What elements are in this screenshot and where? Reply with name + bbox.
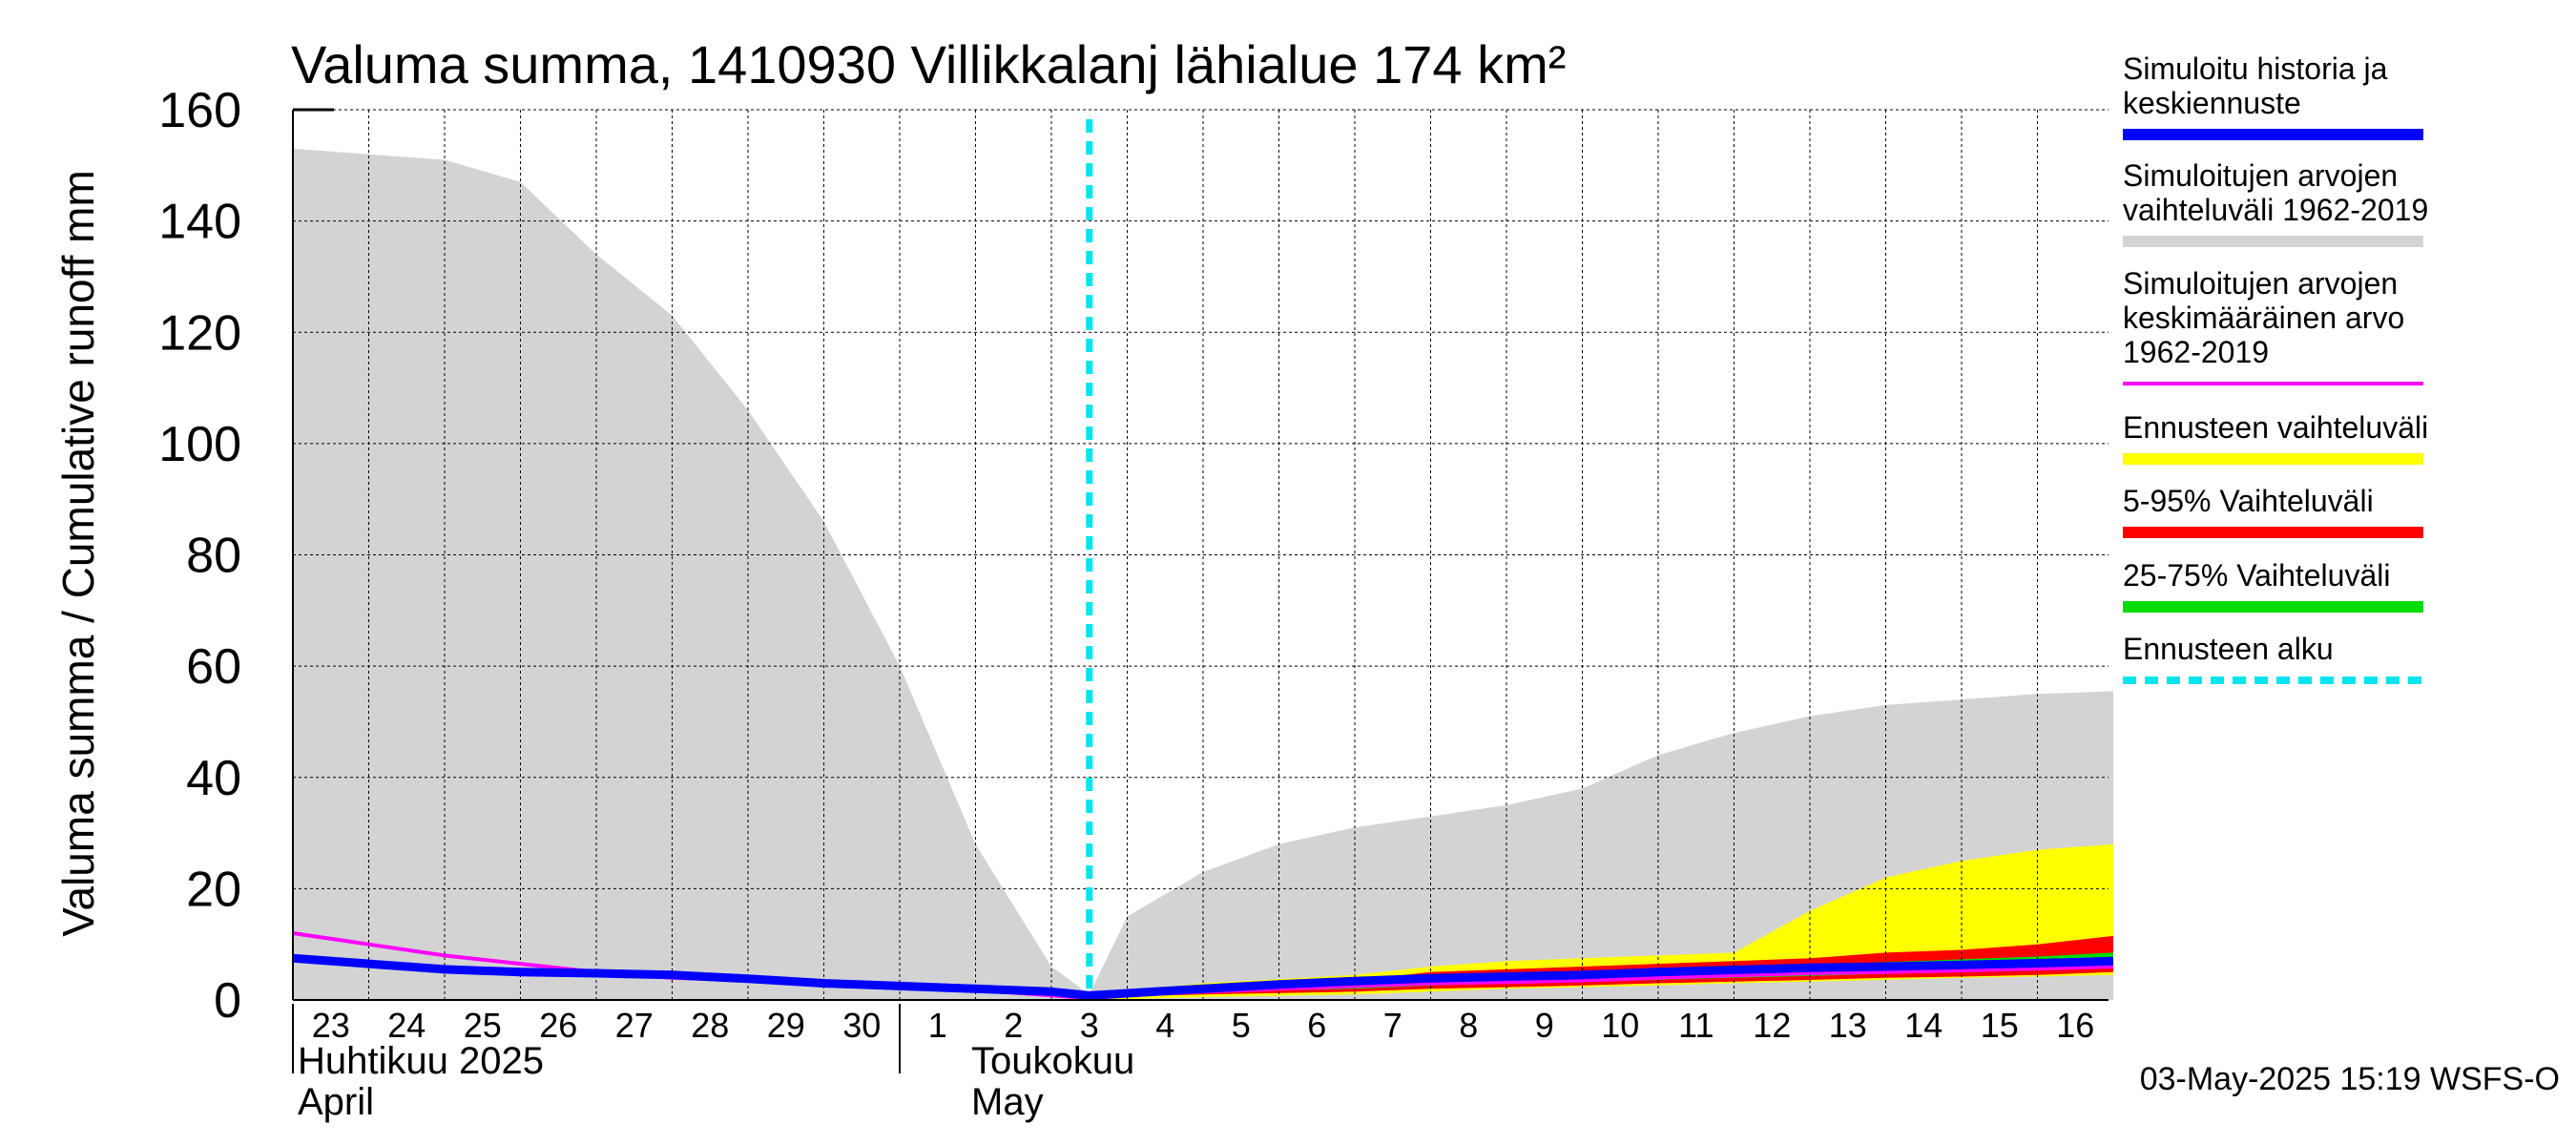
y-tick-label: 80: [186, 529, 241, 584]
y-tick-label: 20: [186, 862, 241, 917]
y-tick-label: 60: [186, 639, 241, 695]
legend-label: Simuloitu historia ja: [2123, 52, 2388, 86]
x-tick-label: 30: [842, 1006, 881, 1045]
y-tick-label: 160: [158, 83, 241, 138]
x-tick-label: 14: [1904, 1006, 1942, 1045]
y-tick-label: 40: [186, 751, 241, 806]
legend-label: keskimääräinen arvo: [2123, 301, 2404, 335]
x-tick-label: 26: [539, 1006, 577, 1045]
grid-layer: [293, 109, 2109, 1000]
x-tick-label: 4: [1155, 1006, 1174, 1045]
x-tick-label: 27: [615, 1006, 654, 1045]
y-axis-label: Valuma summa / Cumulative runoff mm: [53, 170, 103, 937]
x-tick-label: 9: [1535, 1006, 1554, 1045]
x-tick-label: 15: [1981, 1006, 2019, 1045]
legend-label: keskiennuste: [2123, 86, 2301, 120]
x-tick-label: 28: [691, 1006, 729, 1045]
x-tick-labels: 23 24 25 26 27 28 29 30 1 2 3 4 5 6 7 8 9 10 11 12 13 14 15 16: [312, 1006, 2095, 1045]
y-tick-label: 0: [214, 973, 241, 1029]
x-tick-label: 3: [1080, 1006, 1099, 1045]
lines-layer: [292, 119, 2114, 1001]
legend-label: Ennusteen vaihteluväli: [2123, 410, 2428, 445]
x-tick-label: 13: [1829, 1006, 1867, 1045]
legend-label: Simuloitujen arvojen: [2123, 266, 2398, 301]
y-tick-label: 140: [158, 195, 241, 250]
series-line-2: [292, 953, 2114, 1000]
legend-label: Simuloitujen arvojen: [2123, 158, 2398, 193]
legend-label: 25-75% Vaihteluväli: [2123, 558, 2390, 593]
y-tick-label: 100: [158, 417, 241, 472]
legend-label: 1962-2019: [2123, 335, 2269, 369]
axes-layer: [292, 108, 2109, 1073]
legend-label: vaihteluväli 1962-2019: [2123, 193, 2428, 227]
month-label: Toukokuu: [971, 1040, 1134, 1082]
x-tick-label: 8: [1459, 1006, 1478, 1045]
x-tick-label: 5: [1232, 1006, 1251, 1045]
chart-title: Valuma summa, 1410930 Villikkalanj lähia…: [291, 34, 1566, 94]
x-tick-label: 7: [1383, 1006, 1402, 1045]
x-tick-label: 16: [2056, 1006, 2094, 1045]
month-label: Huhtikuu 2025: [298, 1040, 544, 1082]
x-tick-label: 6: [1307, 1006, 1326, 1045]
legend-label: Ennusteen alku: [2123, 632, 2334, 666]
x-tick-label: 23: [312, 1006, 350, 1045]
x-tick-label: 11: [1678, 1006, 1714, 1045]
footer-timestamp: 03-May-2025 15:19 WSFS-O: [2140, 1061, 2560, 1097]
x-tick-label: 12: [1753, 1006, 1791, 1045]
x-tick-label: 1: [928, 1006, 947, 1045]
legend-label: 5-95% Vaihteluväli: [2123, 484, 2374, 518]
x-tick-label: 24: [387, 1006, 426, 1045]
x-tick-label: 2: [1004, 1006, 1023, 1045]
y-tick-label: 120: [158, 305, 241, 361]
x-tick-label: 29: [767, 1006, 805, 1045]
y-tick-labels: 0 20 40 60 80 100 120 140 160: [158, 83, 241, 1029]
month-label: May: [971, 1081, 1044, 1123]
month-label: April: [298, 1081, 374, 1123]
x-tick-label: 25: [464, 1006, 502, 1045]
x-tick-label: 10: [1601, 1006, 1639, 1045]
